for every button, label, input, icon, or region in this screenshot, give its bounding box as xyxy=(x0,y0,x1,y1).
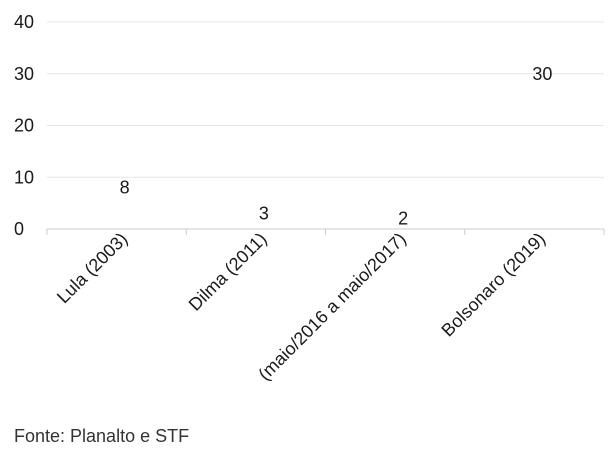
y-tick-label: 40 xyxy=(14,12,34,32)
data-label: 3 xyxy=(259,203,269,223)
bar xyxy=(214,213,298,229)
y-tick-label: 30 xyxy=(14,64,34,84)
y-axis-tick-labels: 0 10 20 30 40 xyxy=(14,12,34,239)
category-label: Dilma (2011) xyxy=(185,229,271,315)
bar xyxy=(75,188,159,229)
y-tick-label: 20 xyxy=(14,116,34,136)
source-note: Fonte: Planalto e STF xyxy=(14,426,190,446)
category-label: Lula (2003) xyxy=(53,229,132,308)
bars xyxy=(75,74,576,229)
gridlines xyxy=(47,21,604,178)
bar-chart: 0 10 20 30 40 8 3 2 30 Lula (2003) Dilma (2011)(… xyxy=(14,12,605,385)
x-axis xyxy=(46,228,605,235)
x-axis-category-labels: Lula (2003) Dilma (2011)(maio/2016 a maio… xyxy=(53,229,549,385)
y-tick-label: 0 xyxy=(14,219,24,239)
data-label: 30 xyxy=(532,64,552,84)
data-label: 8 xyxy=(120,178,130,198)
data-label: 2 xyxy=(398,209,408,229)
data-labels: 8 3 2 30 xyxy=(120,64,553,229)
category-label: (maio/2016 a maio/2017) xyxy=(254,229,410,385)
bar xyxy=(493,74,577,229)
bar xyxy=(353,219,437,229)
y-tick-label: 10 xyxy=(14,167,34,187)
category-label: Bolsonaro (2019) xyxy=(437,229,549,341)
